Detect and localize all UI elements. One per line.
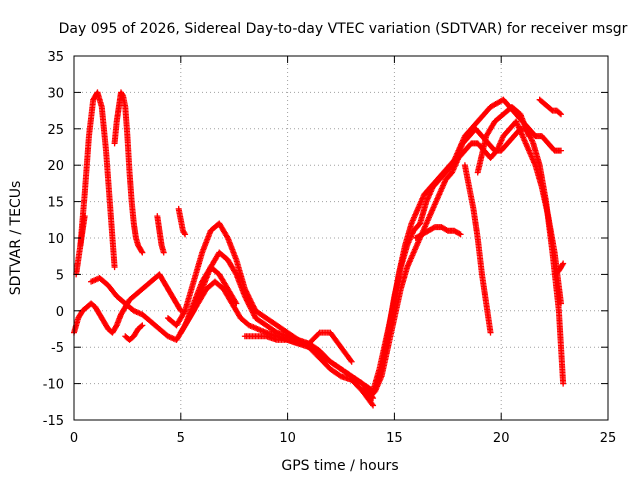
data-point <box>560 380 567 387</box>
ticks: 0 5 10 15 20 25 -15 -10 -5 0 5 10 15 20 25 30 35 <box>43 50 617 446</box>
series-19 <box>536 96 565 118</box>
x-tick-label: 15 <box>386 431 403 446</box>
y-axis-label: SDTVAR / TECUs <box>8 181 24 296</box>
y-tick-label: -5 <box>51 341 64 356</box>
data-point <box>182 231 189 238</box>
x-tick-label: 0 <box>70 431 78 446</box>
series-12 <box>241 329 355 365</box>
chart-title: Day 095 of 2026, Sidereal Day-to-day VTE… <box>59 21 628 37</box>
series-16 <box>412 224 464 241</box>
data-point <box>556 110 563 117</box>
data-point <box>181 230 188 237</box>
series-15 <box>370 125 567 394</box>
y-tick-label: 20 <box>47 159 64 174</box>
data-point <box>160 249 167 256</box>
data-point <box>487 329 494 336</box>
data-point <box>232 270 239 277</box>
data-point <box>558 111 565 118</box>
data-point <box>347 357 354 364</box>
data-point <box>456 230 463 237</box>
x-tick-label: 25 <box>600 431 617 446</box>
grid <box>74 56 608 420</box>
series-8 <box>175 205 189 238</box>
y-tick-label: 35 <box>47 50 64 65</box>
series-4 <box>111 89 146 256</box>
x-tick-label: 10 <box>279 431 296 446</box>
data-point <box>369 401 376 408</box>
series-2 <box>73 89 118 278</box>
y-tick-label: -10 <box>43 378 64 393</box>
x-tick-label: 5 <box>177 431 185 446</box>
data-point <box>119 91 126 98</box>
series-10 <box>182 249 377 402</box>
data-point <box>177 306 184 313</box>
data-point <box>138 248 145 255</box>
y-tick-label: -15 <box>43 414 64 429</box>
data-point <box>457 231 464 238</box>
data-point <box>525 133 532 140</box>
y-tick-label: 15 <box>47 196 64 211</box>
data-point <box>559 261 566 268</box>
data-point <box>560 260 567 267</box>
data-point <box>558 147 565 154</box>
data-point <box>370 402 377 409</box>
x-tick-label: 20 <box>493 431 510 446</box>
series-17 <box>461 162 494 336</box>
data-point <box>348 358 355 365</box>
data-point <box>139 249 146 256</box>
data-point <box>111 264 118 271</box>
series-20 <box>551 260 567 278</box>
data-point <box>181 309 188 316</box>
x-axis-label: GPS time / hours <box>281 458 398 474</box>
data-point <box>81 213 88 220</box>
series-6 <box>122 322 146 343</box>
series-14 <box>365 118 565 402</box>
y-tick-label: 10 <box>47 232 64 247</box>
series-18 <box>474 103 532 176</box>
y-tick-label: 5 <box>56 268 64 283</box>
data-marks <box>71 89 567 409</box>
y-tick-label: 25 <box>47 123 64 138</box>
data-point <box>138 323 145 330</box>
y-tick-label: 30 <box>47 86 64 101</box>
data-point <box>139 322 146 329</box>
data-point <box>224 233 231 240</box>
y-tick-label: 0 <box>56 305 64 320</box>
series-7 <box>154 213 167 256</box>
series-11 <box>177 278 377 409</box>
